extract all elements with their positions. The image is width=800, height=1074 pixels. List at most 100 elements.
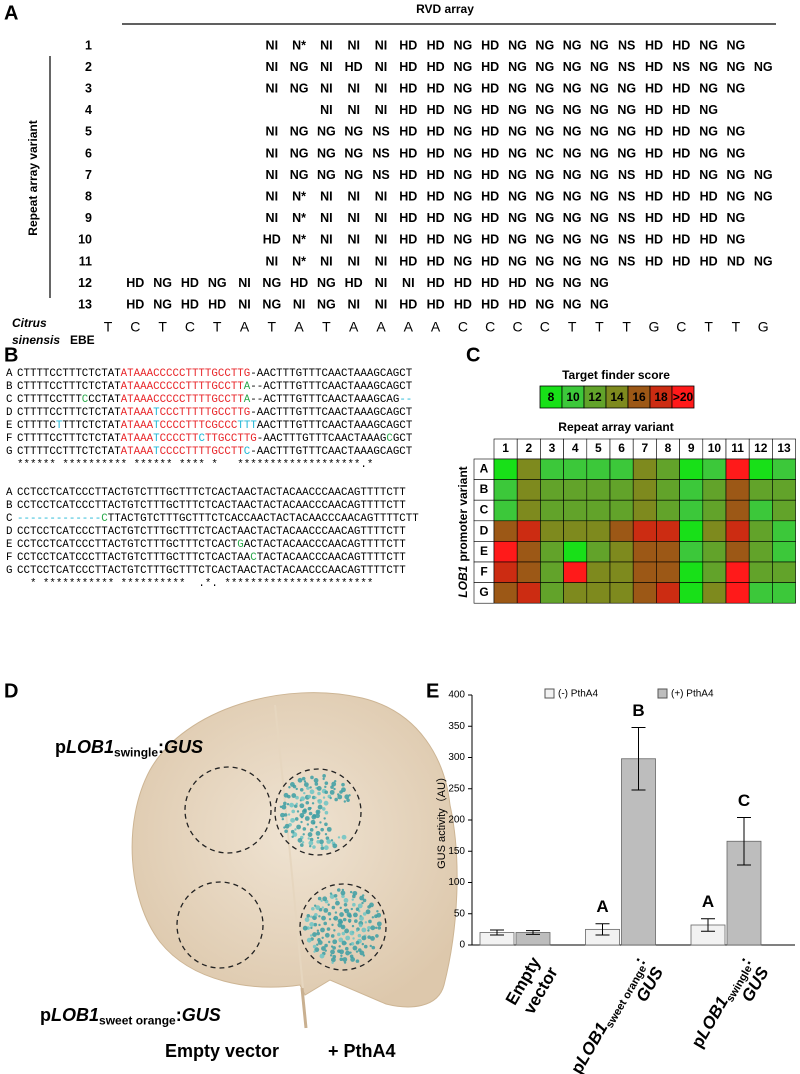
seq-label: E (6, 539, 12, 551)
rvd: NG (290, 168, 309, 182)
rvd: NG (262, 276, 281, 290)
gus-stain (340, 954, 343, 957)
label-part: : (158, 737, 164, 757)
gus-stain (291, 809, 296, 814)
col-header: 9 (688, 441, 695, 455)
gus-stain (289, 802, 295, 808)
gus-stain (367, 925, 371, 930)
seq-segment: CCTCCTCATCCCTTACTGTCTTTGCTTTCTCACT (17, 539, 238, 551)
seq-segment: ATAAA (121, 407, 154, 419)
rvd: NI (320, 254, 333, 268)
gus-stain (374, 926, 378, 930)
rvd: NG (508, 254, 527, 268)
gus-stain (341, 894, 345, 899)
seq-segment: CTTTTCCTTTCTCTAT (17, 433, 121, 445)
rvd: NG (508, 168, 527, 182)
heat-cell (516, 458, 541, 480)
x-tick-label: pLOB1swingle:GUS (688, 954, 773, 1052)
heat-cell (586, 541, 611, 563)
gus-stain (351, 924, 355, 928)
panel-label: C (466, 344, 480, 366)
rvd: HD (126, 297, 144, 311)
seq-segment: ATAAA (121, 433, 154, 445)
seq-segment: T (56, 420, 63, 432)
seq-segment: T (153, 407, 160, 419)
gus-stain (337, 794, 343, 800)
legend-label: (-) PthA4 (558, 689, 598, 700)
seq-label: G (6, 565, 12, 577)
gus-stain (316, 786, 322, 791)
gus-stain (355, 940, 360, 945)
gus-stain (294, 817, 299, 821)
y-tick-label: 400 (448, 690, 465, 701)
row-label: 6 (85, 146, 92, 160)
rvd: NG (290, 125, 309, 139)
gus-stain (332, 843, 338, 849)
seq-segment: -AACTTTGTTTCAACTAAAGCAGCT (250, 407, 413, 419)
species: sinensis (12, 333, 60, 347)
gus-stain (320, 843, 324, 847)
gus-stain (376, 912, 382, 918)
label-part: sweet orange (99, 1014, 176, 1028)
rvd: HD (700, 233, 718, 247)
gus-stain (328, 940, 331, 944)
rvd: NG (727, 81, 746, 95)
gus-stain (324, 790, 329, 795)
rvd: NG (344, 168, 363, 182)
gus-stain (351, 898, 354, 901)
legend-value: 8 (548, 390, 555, 404)
rvd: HD (645, 254, 663, 268)
heat-cell (563, 541, 588, 563)
rvd: NG (590, 189, 609, 203)
seq-segment: ACTACTACAACCCAACAGTTTTCTT (244, 539, 407, 551)
seq-segment: -- (399, 394, 412, 406)
rvd: NG (317, 297, 336, 311)
rvd: N* (292, 211, 306, 225)
rvd: NG (508, 60, 527, 74)
rvd: NG (535, 211, 554, 225)
gus-stain (322, 896, 328, 902)
col-header: 6 (618, 441, 625, 455)
significance-letter: C (738, 791, 750, 810)
gus-stain (296, 810, 300, 813)
gus-stain (323, 907, 329, 913)
rvd: HD (399, 297, 417, 311)
gus-stain (330, 934, 335, 938)
ebe-base: G (649, 319, 660, 335)
sequence: CTTTTCCTTTCTCTATATAAATCCCTTTTTGCCTTG-AAC… (17, 407, 413, 419)
rvd: HD (645, 146, 663, 160)
gus-stain (310, 926, 313, 930)
gus-stain (363, 944, 368, 949)
ebe-base: A (349, 319, 359, 335)
y-tick-label: 50 (454, 908, 466, 919)
construct-label: pLOB1swingle:GUS (55, 737, 203, 760)
ebe-base: T (322, 319, 331, 335)
heat-cell (702, 541, 727, 563)
ebe-base: T (622, 319, 631, 335)
gus-stain (306, 823, 310, 826)
ebe-base: C (185, 319, 195, 335)
rvd: NG (290, 81, 309, 95)
gus-stain (313, 904, 317, 907)
ebe-tag: EBE (70, 333, 95, 347)
rvd: NI (375, 60, 388, 74)
rvd: NI (266, 81, 279, 95)
rvd: NG (617, 125, 636, 139)
rvd: NG (590, 233, 609, 247)
heat-cell (609, 499, 634, 522)
y-tick-label: 200 (448, 815, 465, 826)
gus-stain (303, 791, 306, 795)
seq-segment: CCCCTTTTGCCTT (160, 446, 245, 458)
significance-letter: A (702, 892, 714, 911)
row-header: F (480, 564, 487, 578)
gus-stain (331, 961, 334, 964)
rvd: NG (590, 103, 609, 117)
ebe-base: C (512, 319, 522, 335)
infiltration-zone (299, 883, 387, 971)
seq-segment: T (153, 446, 160, 458)
rvd: NG (454, 233, 473, 247)
rvd: NG (617, 103, 636, 117)
gus-stain (335, 900, 340, 906)
seq-segment: CTTTTCCTTTCTCTAT (17, 381, 121, 393)
heat-cell (725, 499, 750, 522)
